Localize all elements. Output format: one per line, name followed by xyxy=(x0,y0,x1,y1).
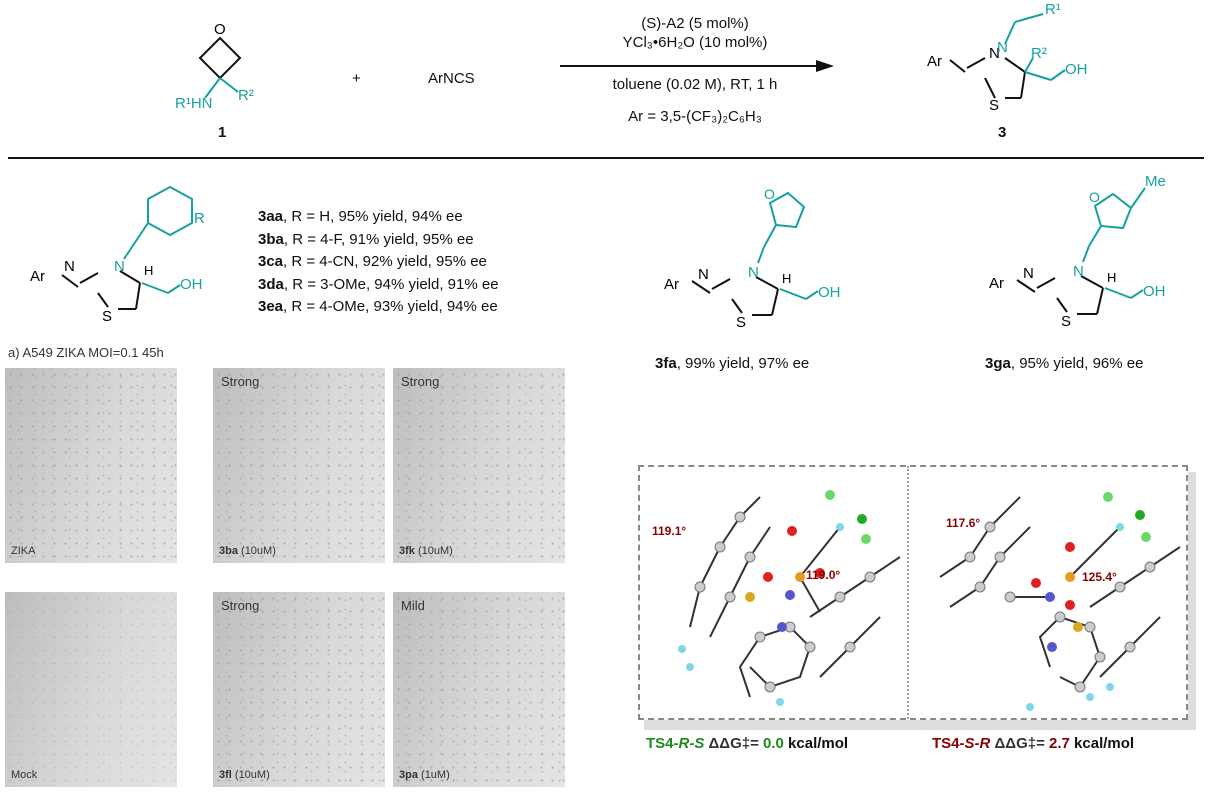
svg-text:OH: OH xyxy=(818,284,841,301)
micrograph-mock: Mock xyxy=(5,592,177,787)
reaction-arrow xyxy=(560,60,834,72)
ar-definition: Ar = 3,5-(CF₃)₂C₆H₃ xyxy=(628,108,762,125)
plus-sign: + xyxy=(352,70,361,87)
reactant-1-label: 1 xyxy=(218,124,227,141)
svg-text:O: O xyxy=(1089,189,1100,205)
svg-text:S: S xyxy=(1061,313,1071,330)
svg-text:R: R xyxy=(194,210,205,227)
list-item: 3da, R = 3-OMe, 94% yield, 91% ee xyxy=(258,275,499,293)
catalyst: (S)-A2 (5 mol%) xyxy=(641,15,749,32)
svg-text:OH: OH xyxy=(1143,283,1166,300)
svg-text:O: O xyxy=(214,21,226,38)
product-3-label: 3 xyxy=(998,124,1007,141)
svg-text:125.4°: 125.4° xyxy=(1082,570,1117,584)
svg-text:R¹HN: R¹HN xyxy=(175,95,213,112)
svg-text:Me: Me xyxy=(1145,173,1166,190)
ts-r-s-label: TS4-R-S ΔΔG‡= 0.0 kcal/mol xyxy=(646,735,849,752)
svg-text:R¹: R¹ xyxy=(1045,1,1061,18)
ts-s-r-label: TS4-S-R ΔΔG‡= 2.7 kcal/mol xyxy=(932,735,1135,752)
svg-text:H: H xyxy=(1107,270,1116,285)
micrograph-3pa: Mild 3pa (1uM) xyxy=(393,592,565,787)
svg-text:H: H xyxy=(144,263,153,278)
svg-text:119.1°: 119.1° xyxy=(652,524,686,538)
micrograph-3fk: Strong 3fk (10uM) xyxy=(393,368,565,563)
micrograph-3fl: Strong 3fl (10uM) xyxy=(213,592,385,787)
assay-title: a) A549 ZIKA MOI=0.1 45h xyxy=(8,345,164,360)
product-3-structure: Ar N N S R¹ R² OH xyxy=(927,1,1088,114)
svg-text:N: N xyxy=(114,258,125,275)
svg-text:R²: R² xyxy=(238,87,254,104)
generic-benzyl-structure: Ar N N S R H OH xyxy=(30,185,205,325)
svg-text:S: S xyxy=(989,97,999,114)
list-item: 3ca, R = 4-CN, 92% yield, 95% ee xyxy=(258,253,487,270)
svg-text:O: O xyxy=(764,186,775,202)
svg-text:S: S xyxy=(102,308,112,325)
svg-text:S: S xyxy=(736,314,746,331)
svg-text:119.0°: 119.0° xyxy=(806,568,840,582)
reactant-2: ArNCS xyxy=(428,70,475,87)
svg-text:N: N xyxy=(748,264,759,281)
micrograph-3ba: Strong 3ba (10uM) xyxy=(213,368,385,563)
micrograph-zika: ZIKA xyxy=(5,368,177,563)
furyl-structure-3fa: O Ar N N S H OH xyxy=(664,186,841,331)
svg-text:Ar: Ar xyxy=(664,276,679,293)
lewis-acid: YCl₃•6H₂O (10 mol%) xyxy=(622,34,768,51)
svg-text:Ar: Ar xyxy=(30,268,45,285)
svg-text:OH: OH xyxy=(1065,61,1088,78)
svg-text:N: N xyxy=(989,45,1000,62)
conditions-above: (S)-A2 (5 mol%) YCl₃•6H₂O (10 mol%) xyxy=(560,14,830,52)
svg-text:OH: OH xyxy=(180,276,203,293)
svg-text:N: N xyxy=(1023,265,1034,282)
reactant-1-structure: O R¹HN R² xyxy=(175,21,254,112)
divider-line xyxy=(8,157,1204,159)
svg-text:N: N xyxy=(1073,263,1084,280)
list-item: 3ba, R = 4-F, 91% yield, 95% ee xyxy=(258,230,474,248)
methylfuryl-structure-3ga: O Me Ar N N S H OH xyxy=(989,173,1166,330)
ts-divider xyxy=(907,466,909,719)
svg-text:Ar: Ar xyxy=(927,53,942,70)
svg-text:H: H xyxy=(782,271,791,286)
svg-text:N: N xyxy=(997,39,1008,56)
svg-text:N: N xyxy=(698,266,709,283)
svg-text:117.6°: 117.6° xyxy=(946,516,980,530)
svg-text:R²: R² xyxy=(1031,45,1047,62)
caption-3fa: 3fa, 99% yield, 97% ee xyxy=(655,355,810,372)
solvent-conditions: toluene (0.02 M), RT, 1 h xyxy=(612,76,778,93)
svg-text:Ar: Ar xyxy=(989,275,1004,292)
list-item: 3ea, R = 4-OMe, 93% yield, 94% ee xyxy=(258,298,498,315)
substrate-list: 3aa, R = H, 95% yield, 94% ee 3ba, R = 4… xyxy=(258,206,499,319)
caption-3ga: 3ga, 95% yield, 96% ee xyxy=(985,355,1144,372)
ts-s-r-model: 117.6° 125.4° xyxy=(939,492,1181,711)
ts-r-s-model: 119.1° 119.0° xyxy=(652,490,901,706)
svg-text:N: N xyxy=(64,258,75,275)
list-item: 3aa, R = H, 95% yield, 94% ee xyxy=(258,208,463,225)
